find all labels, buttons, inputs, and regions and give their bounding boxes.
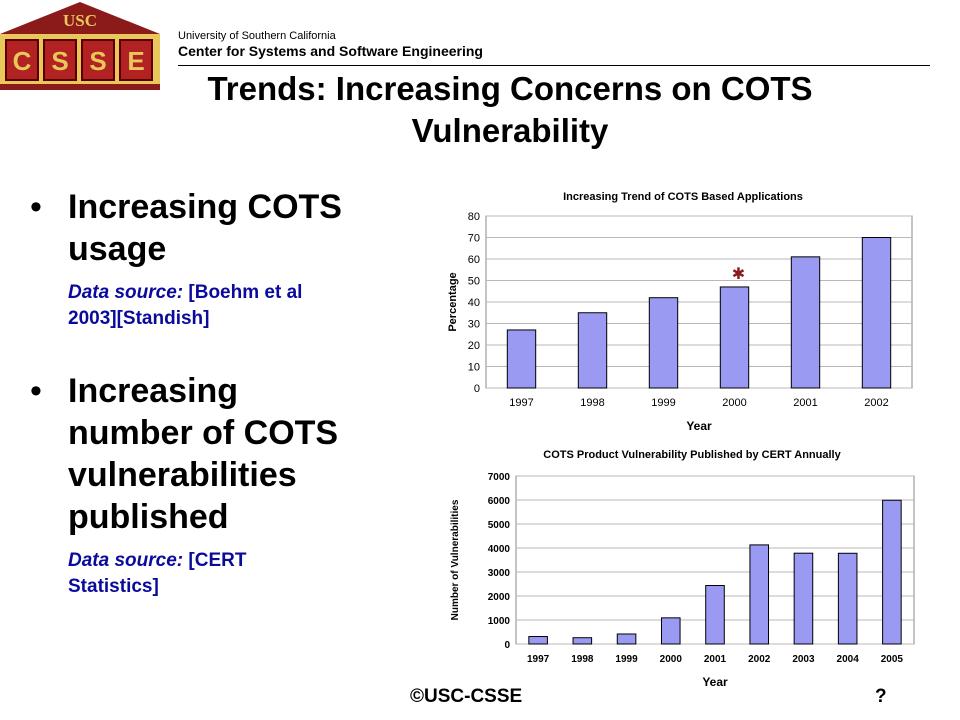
y-tick-label: 0 [504, 640, 510, 651]
bar [528, 636, 548, 645]
bullet-heading-line: number of COTS [68, 414, 339, 452]
y-tick-label: 5000 [488, 520, 511, 531]
x-tick-label: 1998 [571, 654, 594, 665]
bullet-heading: Increasing number of COTS vulnerabilitie… [68, 370, 380, 538]
bar [790, 256, 821, 389]
bar [705, 585, 725, 645]
bar [749, 544, 770, 645]
y-tick-label: 3000 [488, 568, 511, 579]
bar [572, 637, 593, 645]
data-source-text: [CERT [188, 550, 247, 571]
bar [882, 499, 902, 645]
data-source-text: Statistics] [68, 576, 159, 597]
logo-letter-tiles: C S S E [5, 39, 153, 81]
x-tick-label: 2002 [748, 654, 771, 665]
bullet-heading-line: Increasing [68, 372, 239, 410]
bar [616, 633, 637, 645]
y-tick-label: 70 [468, 233, 480, 245]
x-tick-label: 2001 [704, 654, 727, 665]
x-tick-label: 2004 [837, 654, 860, 665]
y-tick-label: 4000 [488, 544, 511, 555]
bullet-heading-line: vulnerabilities [68, 456, 297, 494]
y-tick-label: 80 [468, 211, 480, 223]
bullet-dot-icon: • [30, 188, 42, 226]
slide-title: Trends: Increasing Concerns on COTS Vuln… [150, 68, 870, 152]
logo-letter-s2: S [89, 46, 106, 76]
page-number: ? [875, 686, 887, 707]
x-tick-label: 1997 [527, 654, 550, 665]
data-source-label: Data source: [68, 550, 184, 571]
y-axis-label: Number of Vulnerabilities [450, 499, 461, 620]
y-tick-label: 60 [468, 254, 480, 266]
bullet-data-source: Data source: [Boehm et al 2003][Standish… [68, 280, 380, 332]
logo-letter-s1: S [51, 46, 68, 76]
y-tick-label: 6000 [488, 496, 511, 507]
star-marker-icon: ✱ [732, 264, 745, 283]
x-tick-label: 2000 [722, 397, 746, 409]
x-tick-label: 1997 [509, 397, 533, 409]
y-axis-label: Percentage [447, 272, 459, 331]
bullet-heading-line: Increasing COTS [68, 188, 342, 226]
header-divider [178, 65, 930, 66]
footer-copyright: ©USC-CSSE [410, 686, 523, 707]
bar [861, 237, 892, 389]
bar [793, 552, 814, 645]
y-tick-label: 20 [468, 340, 480, 352]
y-tick-label: 0 [474, 383, 480, 395]
bullet-data-source: Data source: [CERT Statistics] [68, 548, 380, 600]
y-tick-label: 1000 [488, 616, 511, 627]
x-tick-label: 2000 [660, 654, 683, 665]
bullet-item: • Increasing number of COTS vulnerabilit… [30, 370, 380, 600]
usc-csse-logo: USC C S S E [0, 2, 160, 90]
logo-base [0, 84, 160, 90]
y-tick-label: 40 [468, 297, 480, 309]
x-axis-label: Year [686, 419, 712, 433]
bullet-heading: Increasing COTS usage [68, 186, 380, 270]
bar [648, 297, 679, 389]
bar [506, 329, 537, 389]
cots-vulnerability-bar-chart: 0 1000 2000 3000 4000 5000 6000 7000 1997 1998 199… [450, 449, 915, 689]
x-tick-label: 2002 [864, 397, 888, 409]
chart-title: COTS Product Vulnerability Published by … [543, 449, 841, 461]
bullet-heading-line: published [68, 498, 229, 536]
chart-title: Increasing Trend of COTS Based Applicati… [563, 191, 803, 203]
data-source-text: 2003][Standish] [68, 308, 210, 329]
x-tick-label: 2001 [793, 397, 817, 409]
bar [837, 552, 858, 645]
x-tick-label: 1998 [580, 397, 604, 409]
data-source-label: Data source: [68, 282, 184, 303]
data-source-text: [Boehm et al [188, 282, 303, 303]
bar [719, 286, 750, 389]
x-tick-label: 1999 [651, 397, 675, 409]
university-name: University of Southern California [178, 30, 336, 42]
x-tick-label: 1999 [615, 654, 638, 665]
logo-usc-text: USC [63, 11, 97, 30]
cots-usage-bar-chart: 0 10 20 30 40 50 60 70 80 1997 1998 1999 2000 ✱ 2001 20… [447, 191, 913, 433]
bullet-dot-icon: • [30, 372, 42, 410]
y-tick-label: 2000 [488, 592, 511, 603]
bar [577, 312, 608, 389]
bullet-list: • Increasing COTS usage Data source: [Bo… [30, 186, 380, 600]
center-name: Center for Systems and Software Engineer… [178, 43, 483, 59]
y-tick-label: 50 [468, 276, 480, 288]
y-tick-label: 10 [468, 362, 480, 374]
x-tick-label: 2005 [881, 654, 904, 665]
x-tick-label: 2003 [792, 654, 815, 665]
slide-title-line-1: Trends: Increasing Concerns on COTS [207, 70, 813, 107]
bullet-item: • Increasing COTS usage Data source: [Bo… [30, 186, 380, 332]
slide-title-line-2: Vulnerability [411, 112, 609, 149]
y-tick-label: 7000 [488, 472, 511, 483]
bar [660, 617, 681, 645]
logo-letter-c: C [13, 46, 32, 76]
logo-roof [0, 2, 160, 34]
logo-letter-e: E [127, 46, 144, 76]
x-axis-label: Year [702, 675, 728, 689]
y-tick-label: 30 [468, 319, 480, 331]
bullet-heading-line: usage [68, 230, 167, 268]
